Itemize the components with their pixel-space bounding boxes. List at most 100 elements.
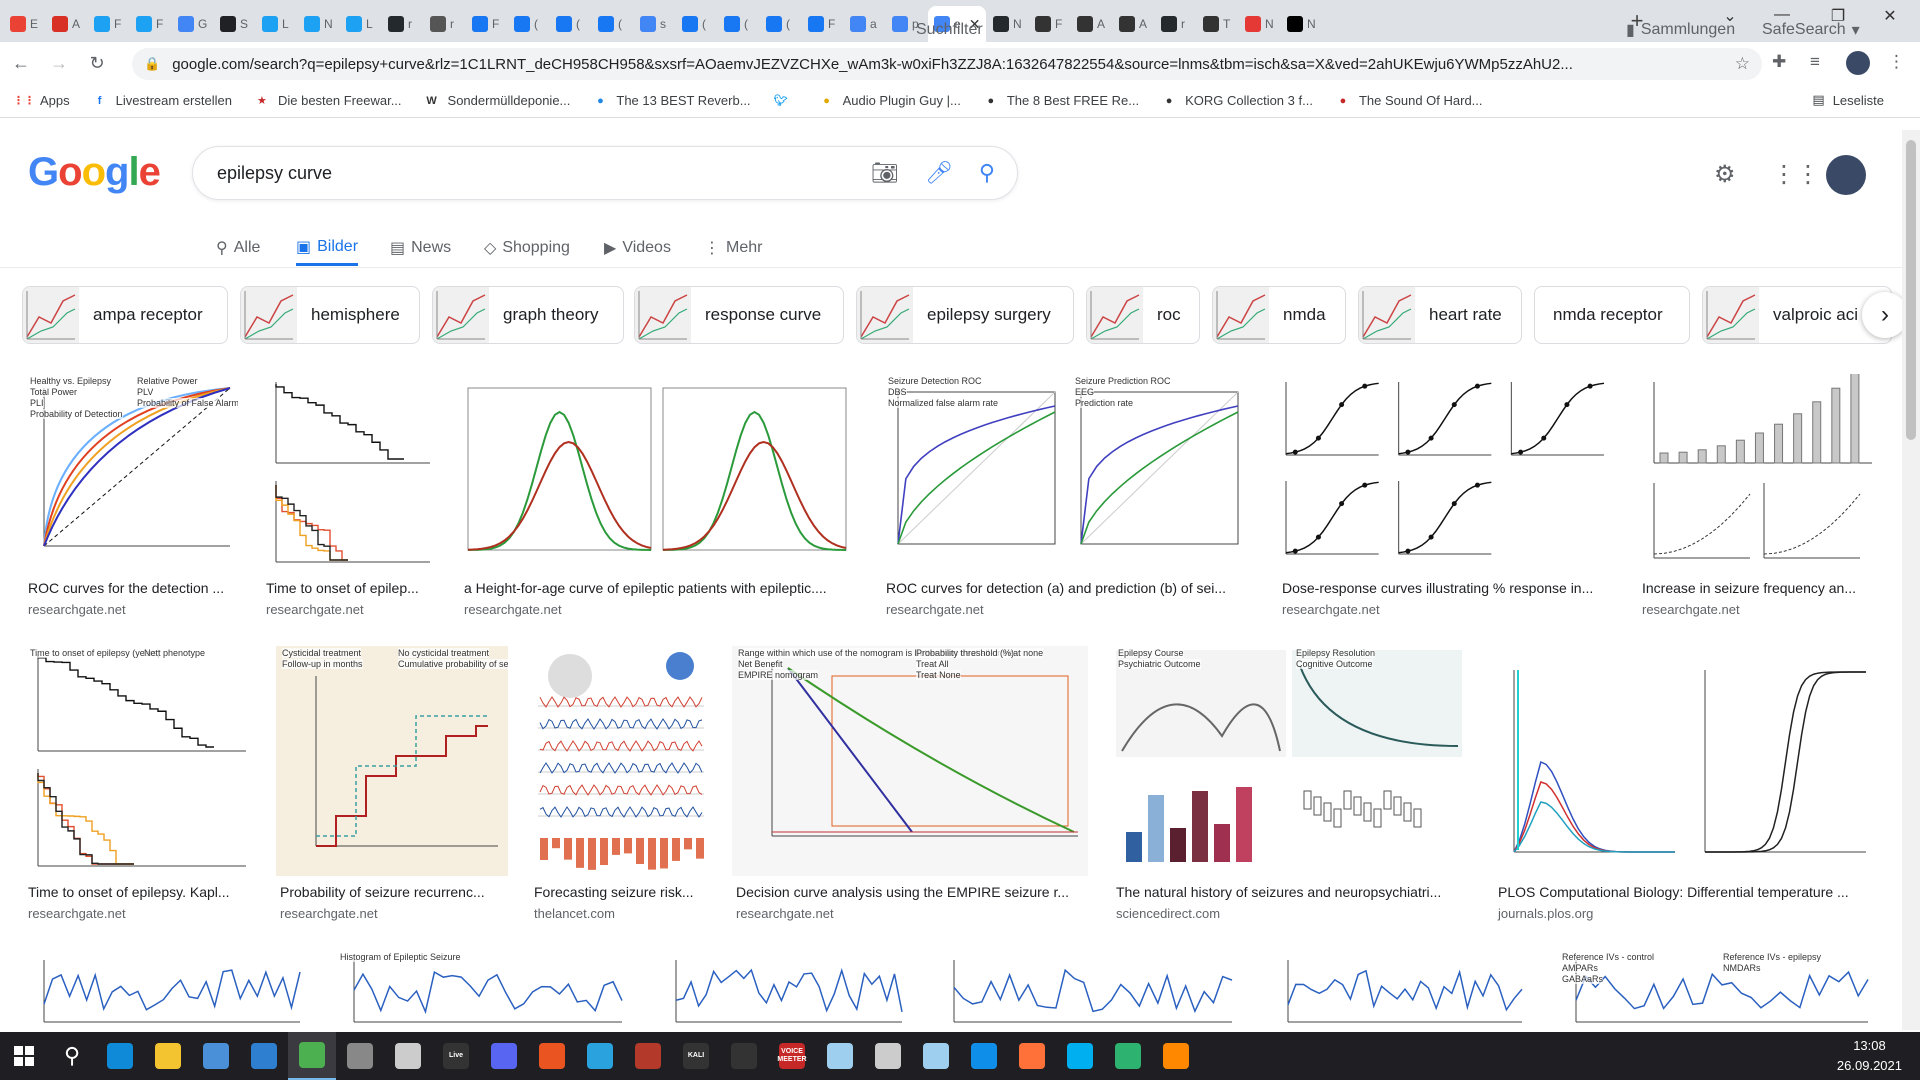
chip-epilepsy-surgery[interactable]: epilepsy surgery — [856, 286, 1074, 344]
result-caption[interactable]: Forecasting seizure risk... — [534, 884, 710, 900]
result-thumbnail[interactable]: Time to onset of epilepsy (years) Nett ph… — [24, 646, 252, 876]
system-clock[interactable]: 13:08 26.09.2021 — [1837, 1036, 1902, 1076]
close-window-button[interactable]: ✕ — [1870, 6, 1910, 26]
bookmark-item[interactable]: 🐦︎ — [773, 93, 797, 109]
safesearch-dropdown[interactable]: SafeSearch ▾ — [1762, 12, 1860, 48]
firefox-taskbar-button[interactable] — [1008, 1032, 1056, 1080]
result-source[interactable]: sciencedirect.com — [1116, 906, 1220, 921]
browser-tab[interactable]: L — [340, 6, 381, 42]
back-button[interactable]: ← — [4, 46, 38, 80]
result-thumbnail[interactable]: Seizure Detection ROC Seizure Prediction … — [882, 374, 1256, 572]
collections-link[interactable]: ▮ Sammlungen — [1626, 12, 1735, 48]
jet-taskbar-button[interactable] — [384, 1032, 432, 1080]
browser-tab[interactable]: F — [1029, 6, 1070, 42]
telegram-taskbar-button[interactable] — [576, 1032, 624, 1080]
bookmark-item[interactable]: ⋮⋮ Apps — [16, 93, 70, 109]
browser-tab[interactable]: ( — [760, 6, 801, 42]
extensions-icon[interactable]: ✚ — [1772, 52, 1786, 72]
account-avatar[interactable] — [1826, 155, 1866, 195]
result-thumbnail[interactable] — [934, 950, 1242, 1032]
search-filter-link[interactable]: Suchfilter — [916, 12, 983, 48]
chip-ampa-receptor[interactable]: ampa receptor — [22, 286, 228, 344]
search-input[interactable]: epilepsy curve — [217, 163, 332, 184]
terminal-taskbar-button[interactable] — [624, 1032, 672, 1080]
browser-tab[interactable]: A — [1071, 6, 1112, 42]
browser-tab[interactable]: L — [256, 6, 297, 42]
x-taskbar-button[interactable] — [720, 1032, 768, 1080]
result-thumbnail[interactable] — [1278, 374, 1616, 572]
teamviewer-taskbar-button[interactable] — [960, 1032, 1008, 1080]
browser-tab[interactable]: r — [1155, 6, 1196, 42]
chip-response-curve[interactable]: response curve — [634, 286, 844, 344]
skype-taskbar-button[interactable] — [1056, 1032, 1104, 1080]
result-caption[interactable]: a Height-for-age curve of epileptic pati… — [464, 580, 858, 596]
browser-tab[interactable]: S — [214, 6, 255, 42]
bookmark-item[interactable]: ● KORG Collection 3 f... — [1161, 93, 1313, 109]
discord-taskbar-button[interactable] — [480, 1032, 528, 1080]
result-source[interactable]: thelancet.com — [534, 906, 615, 921]
browser-tab[interactable]: s — [634, 6, 675, 42]
result-caption[interactable]: The natural history of seizures and neur… — [1116, 884, 1468, 900]
reading-list[interactable]: ▤ Leseliste — [1812, 92, 1884, 108]
chrome-taskbar-button[interactable] — [288, 1032, 336, 1080]
mercedes-taskbar-button[interactable] — [1104, 1032, 1152, 1080]
lock-icon[interactable]: 🔒 — [144, 56, 160, 72]
result-thumbnail[interactable] — [460, 374, 858, 572]
result-caption[interactable]: ROC curves for detection (a) and predict… — [886, 580, 1256, 596]
search-icon[interactable]: ⚲ — [979, 160, 995, 186]
bookmark-item[interactable]: ● The Sound Of Hard... — [1335, 93, 1483, 109]
browser-tab[interactable]: r — [382, 6, 423, 42]
result-caption[interactable]: Increase in seizure frequency an... — [1642, 580, 1878, 596]
reload-button[interactable]: ↻ — [80, 46, 114, 80]
result-thumbnail[interactable] — [24, 950, 310, 1032]
result-caption[interactable]: Dose-response curves illustrating % resp… — [1282, 580, 1616, 596]
bookmark-star-icon[interactable]: ☆ — [1735, 54, 1750, 74]
result-source[interactable]: researchgate.net — [1282, 602, 1380, 617]
media-control-icon[interactable]: ≡ — [1810, 52, 1820, 72]
chip-nmda[interactable]: nmda — [1212, 286, 1346, 344]
vm-taskbar-button[interactable] — [864, 1032, 912, 1080]
result-thumbnail[interactable] — [656, 950, 912, 1032]
result-source[interactable]: researchgate.net — [736, 906, 834, 921]
browser-tab[interactable]: r — [424, 6, 465, 42]
edge-taskbar-button[interactable] — [96, 1032, 144, 1080]
browser-tab[interactable]: A — [1113, 6, 1154, 42]
bookmark-item[interactable]: ● The 13 BEST Reverb... — [592, 93, 750, 109]
browser-tab[interactable]: G — [172, 6, 213, 42]
browser-tab[interactable]: ( — [508, 6, 549, 42]
browser-tab[interactable]: F — [130, 6, 171, 42]
chip-nmda-receptor[interactable]: nmda receptor — [1534, 286, 1690, 344]
chip-roc[interactable]: roc — [1086, 286, 1200, 344]
tab-videos[interactable]: ▶ Videos — [604, 230, 671, 266]
kali-taskbar-button[interactable]: KALI — [672, 1032, 720, 1080]
result-source[interactable]: journals.plos.org — [1498, 906, 1593, 921]
bookmark-item[interactable]: ★ Die besten Freewar... — [254, 93, 402, 109]
result-thumbnail[interactable]: Range within which use of the nomogram i… — [732, 646, 1088, 876]
chip-graph-theory[interactable]: graph theory — [432, 286, 624, 344]
camera-icon[interactable]: 📷︎ — [871, 160, 899, 186]
settings-gear-icon[interactable]: ⚙ — [1714, 160, 1736, 189]
tab-alle[interactable]: ⚲ Alle — [216, 230, 260, 266]
result-thumbnail[interactable]: Histogram of Epileptic Seizure — [334, 950, 632, 1032]
mail-taskbar-button[interactable] — [240, 1032, 288, 1080]
browser-tab[interactable]: F — [88, 6, 129, 42]
profile-avatar[interactable] — [1846, 51, 1870, 75]
result-source[interactable]: researchgate.net — [280, 906, 378, 921]
result-caption[interactable]: Time to onset of epilep... — [266, 580, 436, 596]
result-thumbnail[interactable] — [530, 646, 710, 876]
result-caption[interactable]: PLOS Computational Biology: Differential… — [1498, 884, 1876, 900]
bookmark-item[interactable]: W Sondermülldeponie... — [424, 93, 571, 109]
result-thumbnail[interactable]: Cysticidal treatment No cysticidal treatm… — [276, 646, 508, 876]
menu-icon[interactable]: ⋮ — [1888, 52, 1905, 72]
scrollbar-thumb[interactable] — [1906, 140, 1916, 440]
browser-tab[interactable]: N — [987, 6, 1028, 42]
game-taskbar-button[interactable] — [336, 1032, 384, 1080]
chip-hemisphere[interactable]: hemisphere — [240, 286, 420, 344]
browser-tab[interactable]: E — [4, 6, 45, 42]
google-logo[interactable]: Google — [28, 150, 160, 195]
result-caption[interactable]: ROC curves for the detection ... — [28, 580, 238, 596]
result-thumbnail[interactable] — [1494, 646, 1876, 876]
bookmark-item[interactable]: ● The 8 Best FREE Re... — [983, 93, 1139, 109]
browser-tab[interactable]: ( — [718, 6, 759, 42]
search-taskbar-button[interactable]: ⚲ — [48, 1032, 96, 1080]
